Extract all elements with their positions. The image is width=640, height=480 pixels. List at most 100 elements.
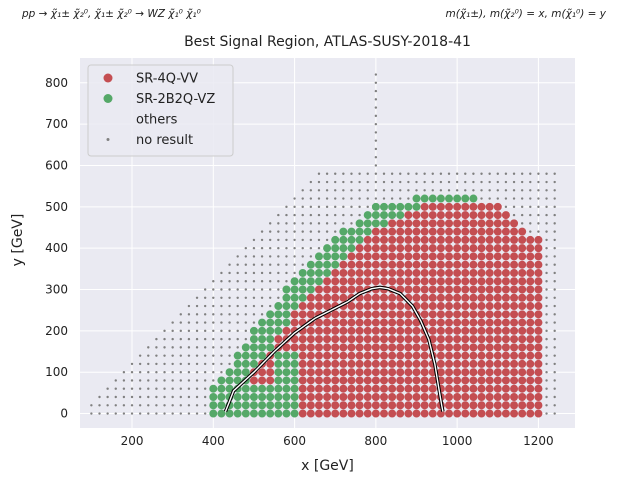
- sr-2b2q-vz-point: [404, 202, 413, 211]
- sr-4q-vv-point: [396, 318, 405, 327]
- sr-4q-vv-point: [274, 335, 283, 344]
- sr-4q-vv-point: [453, 227, 462, 236]
- sr-2b2q-vz-point: [258, 351, 267, 360]
- sr-4q-vv-point: [404, 211, 413, 220]
- sr-4q-vv-point: [510, 376, 519, 385]
- no-result-point: [390, 180, 394, 184]
- no-result-point: [553, 404, 556, 407]
- sr-4q-vv-point: [379, 351, 388, 360]
- no-result-point: [553, 412, 556, 415]
- sr-4q-vv-point: [534, 310, 543, 319]
- sr-4q-vv-point: [534, 343, 543, 352]
- sr-4q-vv-point: [331, 359, 340, 368]
- sr-4q-vv-point: [420, 392, 429, 401]
- sr-4q-vv-point: [493, 376, 502, 385]
- no-result-point: [163, 346, 166, 349]
- no-result-point: [236, 280, 239, 283]
- sr-4q-vv-point: [412, 335, 421, 344]
- sr-4q-vv-point: [510, 285, 519, 294]
- no-result-point: [317, 180, 321, 184]
- sr-4q-vv-point: [453, 285, 462, 294]
- no-result-point: [163, 412, 166, 415]
- sr-4q-vv-point: [371, 318, 380, 327]
- sr-4q-vv-point: [461, 310, 470, 319]
- sr-4q-vv-point: [518, 302, 527, 311]
- no-result-point: [447, 189, 451, 192]
- no-result-point: [374, 197, 378, 200]
- sr-4q-vv-point: [469, 260, 478, 269]
- sr-4q-vv-point: [445, 235, 454, 244]
- sr-4q-vv-point: [453, 260, 462, 269]
- no-result-point: [155, 337, 158, 341]
- sr-4q-vv-point: [510, 235, 519, 244]
- sr-2b2q-vz-point: [323, 244, 332, 253]
- sr-4q-vv-point: [477, 260, 486, 269]
- sr-2b2q-vz-point: [241, 384, 250, 393]
- no-result-point: [122, 395, 126, 399]
- sr-4q-vv-point: [314, 285, 323, 294]
- no-result-point: [317, 230, 321, 233]
- sr-4q-vv-point: [420, 384, 429, 393]
- sr-2b2q-vz-point: [306, 268, 315, 277]
- no-result-point: [163, 379, 166, 382]
- sr-4q-vv-point: [379, 409, 388, 418]
- sr-2b2q-vz-point: [274, 401, 283, 410]
- sr-4q-vv-point: [428, 310, 437, 319]
- sr-4q-vv-point: [347, 368, 356, 377]
- no-result-point: [260, 271, 264, 275]
- no-result-point: [171, 387, 174, 390]
- no-result-point: [553, 280, 556, 283]
- no-result-point: [195, 354, 199, 357]
- sr-4q-vv-point: [412, 244, 421, 253]
- sr-2b2q-vz-point: [282, 310, 291, 319]
- sr-4q-vv-point: [469, 359, 478, 368]
- sr-4q-vv-point: [379, 244, 388, 253]
- sr-4q-vv-point: [501, 235, 510, 244]
- sr-4q-vv-point: [258, 376, 267, 385]
- sr-2b2q-vz-point: [355, 235, 364, 244]
- no-result-point: [480, 172, 483, 175]
- no-result-point: [187, 370, 191, 374]
- no-result-point: [399, 189, 402, 192]
- no-result-point: [504, 180, 508, 184]
- legend-label: SR-4Q-VV: [136, 72, 198, 87]
- sr-2b2q-vz-point: [241, 359, 250, 368]
- sr-4q-vv-point: [493, 310, 502, 319]
- sr-4q-vv-point: [485, 351, 494, 360]
- sr-4q-vv-point: [526, 351, 535, 360]
- no-result-point: [325, 172, 329, 175]
- sr-4q-vv-point: [477, 401, 486, 410]
- no-result-point: [512, 189, 516, 192]
- sr-4q-vv-point: [428, 227, 437, 236]
- sr-4q-vv-point: [510, 401, 519, 410]
- no-result-point: [147, 412, 150, 415]
- sr-4q-vv-point: [323, 343, 332, 352]
- no-result-point: [195, 404, 199, 407]
- sr-4q-vv-point: [501, 384, 510, 393]
- no-result-point: [138, 362, 142, 366]
- sr-4q-vv-point: [396, 252, 405, 261]
- sr-4q-vv-point: [461, 384, 470, 393]
- sr-2b2q-vz-point: [258, 409, 267, 418]
- sr-4q-vv-point: [428, 219, 437, 228]
- sr-2b2q-vz-point: [323, 260, 332, 269]
- no-result-point: [244, 329, 248, 333]
- sr-4q-vv-point: [485, 392, 494, 401]
- sr-4q-vv-point: [388, 302, 397, 311]
- no-result-point: [212, 296, 215, 299]
- no-result-point: [399, 180, 402, 184]
- sr-4q-vv-point: [493, 202, 502, 211]
- sr-4q-vv-point: [534, 376, 543, 385]
- sr-2b2q-vz-point: [209, 409, 218, 418]
- sr-4q-vv-point: [428, 401, 437, 410]
- sr-2b2q-vz-point: [396, 202, 405, 211]
- no-result-point: [545, 230, 548, 233]
- no-result-point: [212, 288, 215, 291]
- sr-4q-vv-point: [298, 351, 307, 360]
- sr-4q-vv-point: [339, 392, 348, 401]
- sr-4q-vv-point: [477, 368, 486, 377]
- sr-4q-vv-point: [526, 376, 535, 385]
- no-result-point: [285, 213, 288, 217]
- y-tick-label: 800: [45, 76, 68, 90]
